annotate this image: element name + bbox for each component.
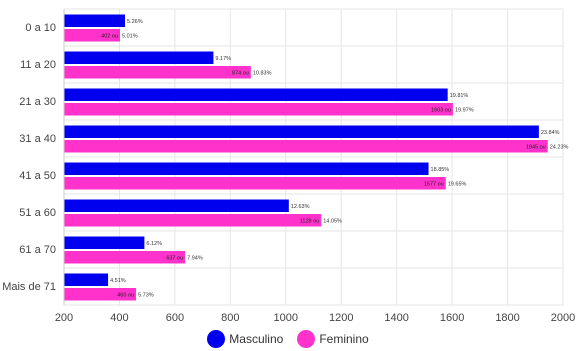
x-tick-label: 400 — [110, 312, 128, 324]
x-tick-label: 1800 — [495, 312, 519, 324]
y-tick-label: 21 a 30 — [19, 96, 56, 108]
bar-data-label: 402 ou — [101, 33, 118, 39]
bar-percent-label: 4.51% — [110, 278, 126, 284]
bar-masculino — [64, 51, 214, 64]
bar-percent-label: 24.23% — [550, 144, 569, 150]
bar-chart-svg: 200 400 600 800 1000 1200 1400 1600 1800 2000 0 a … — [2, 8, 575, 324]
bar-percent-label: 5.01% — [122, 33, 138, 39]
bar-feminino — [64, 177, 446, 190]
y-tick-label: 11 a 20 — [20, 59, 56, 71]
legend-item-feminino[interactable]: Feminino — [297, 330, 369, 348]
bar-masculino — [64, 88, 448, 101]
bar-feminino — [64, 66, 251, 79]
bar-masculino — [64, 199, 289, 212]
x-tick-label: 600 — [166, 312, 184, 324]
bar-percent-label: 7.94% — [187, 255, 203, 261]
bar-data-label: 460 ou — [117, 292, 134, 298]
bar-percent-label: 6.12% — [146, 241, 162, 247]
x-tick-label: 1200 — [329, 312, 353, 324]
bar-percent-label: 19.65% — [448, 181, 467, 187]
bar-feminino — [64, 288, 137, 301]
bar-data-label: 1945 ou — [526, 144, 546, 150]
bar-masculino — [64, 162, 429, 175]
y-tick-label: 61 a 70 — [19, 244, 56, 256]
bar-data-label: 874 ou — [232, 70, 249, 76]
y-tick-label: 0 a 10 — [25, 22, 56, 34]
bar-data-label: 1577 ou — [424, 181, 444, 187]
x-tick-label: 200 — [55, 312, 73, 324]
bar-percent-label: 19.81% — [450, 93, 469, 99]
bar-percent-label: 18.85% — [431, 167, 450, 173]
x-tick-label: 800 — [221, 312, 239, 324]
y-tick-label: 31 a 40 — [19, 133, 56, 145]
bar-feminino — [64, 214, 322, 227]
bar-percent-label: 12.63% — [291, 204, 310, 210]
bar-percent-label: 23.84% — [541, 130, 560, 136]
x-tick-label: 2000 — [551, 312, 575, 324]
bar-percent-label: 19.97% — [455, 107, 474, 113]
bar-feminino — [64, 140, 548, 153]
x-tick-label: 1000 — [274, 312, 298, 324]
x-tick-label: 1400 — [384, 312, 408, 324]
legend-label-masculino: Masculino — [229, 332, 284, 346]
bar-masculino — [64, 14, 125, 27]
legend-swatch-masculino — [207, 330, 226, 348]
bar-masculino — [64, 273, 109, 286]
bar-masculino — [64, 236, 145, 249]
legend-swatch-feminino — [297, 330, 316, 348]
y-tick-label: 41 a 50 — [19, 170, 56, 182]
y-tick-label: 51 a 60 — [19, 207, 56, 219]
bar-feminino — [64, 103, 453, 116]
bar-data-label: 1603 ou — [431, 107, 451, 113]
bar-percent-label: 5.73% — [138, 292, 154, 298]
bar-percent-label: 10.83% — [253, 70, 272, 76]
bar-percent-label: 9.17% — [215, 56, 231, 62]
bar-feminino — [64, 251, 186, 264]
bar-percent-label: 14.05% — [323, 218, 342, 224]
bar-data-label: 637 ou — [166, 255, 183, 261]
legend-item-masculino[interactable]: Masculino — [207, 330, 283, 348]
bar-masculino — [64, 125, 539, 138]
bar-data-label: 1128 ou — [300, 218, 319, 224]
legend: Masculino Feminino — [0, 328, 576, 350]
bar-feminino — [64, 29, 120, 42]
x-tick-label: 1600 — [440, 312, 464, 324]
y-tick-label: Mais de 71 — [2, 281, 56, 293]
bar-percent-label: 5.26% — [127, 19, 143, 25]
legend-label-feminino: Feminino — [319, 332, 369, 346]
